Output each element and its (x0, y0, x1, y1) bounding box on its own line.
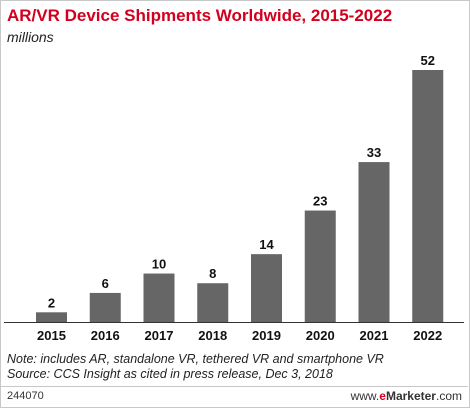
brand-logo: www.eMarketer.com (350, 389, 462, 403)
x-tick-2020: 2020 (306, 328, 335, 343)
x-tick-2018: 2018 (198, 328, 227, 343)
source-line: Source: CCS Insight as cited in press re… (7, 367, 333, 381)
brand-e: e (379, 389, 386, 403)
data-label-2020: 23 (313, 194, 327, 209)
x-tick-2017: 2017 (145, 328, 174, 343)
x-tick-2019: 2019 (252, 328, 281, 343)
bar-2021 (358, 162, 390, 322)
x-tick-2016: 2016 (91, 328, 120, 343)
x-tick-2015: 2015 (37, 328, 66, 343)
data-label-2022: 52 (421, 53, 435, 68)
x-tick-2021: 2021 (360, 328, 389, 343)
data-label-2018: 8 (209, 266, 216, 281)
data-label-2021: 33 (367, 145, 381, 160)
bar-2022 (412, 70, 444, 322)
note-line: Note: includes AR, standalone VR, tether… (7, 352, 384, 366)
bar-2020 (304, 210, 336, 322)
data-label-2015: 2 (48, 295, 55, 310)
data-label-2019: 14 (259, 237, 274, 252)
data-label-2017: 10 (152, 257, 166, 272)
brand-domain: .com (435, 389, 462, 403)
data-label-2016: 6 (102, 276, 109, 291)
chart-subtitle: millions (7, 29, 54, 45)
chart-id: 244070 (7, 390, 44, 402)
bar-2018 (197, 283, 229, 322)
bar-2015 (36, 312, 67, 322)
chart-title: AR/VR Device Shipments Worldwide, 2015-2… (7, 6, 393, 25)
bar-2016 (89, 292, 121, 322)
bar-2017 (143, 273, 175, 322)
brand-name: Marketer (385, 389, 436, 403)
x-tick-2022: 2022 (413, 328, 442, 343)
footer-divider (0, 386, 468, 387)
bar-2019 (251, 254, 282, 322)
chart-notes: Note: includes AR, standalone VR, tether… (7, 352, 384, 382)
